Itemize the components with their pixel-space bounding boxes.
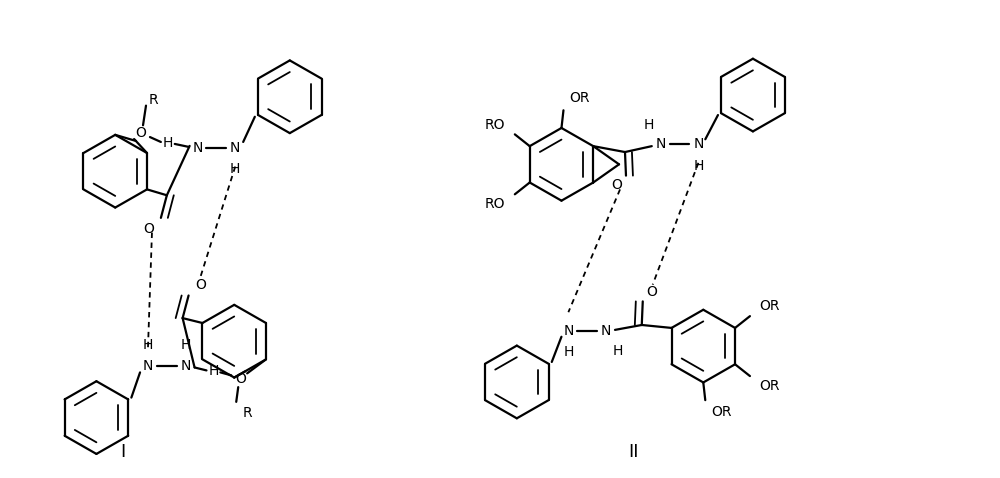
- Text: O: O: [235, 372, 246, 386]
- Text: R: R: [149, 93, 159, 107]
- Text: H: H: [613, 344, 623, 358]
- Text: RO: RO: [485, 118, 505, 131]
- Text: O: O: [144, 222, 154, 236]
- Text: O: O: [612, 178, 622, 193]
- Text: O: O: [646, 284, 657, 299]
- Text: H: H: [180, 338, 191, 352]
- Text: O: O: [195, 278, 206, 292]
- Text: RO: RO: [485, 197, 505, 211]
- Text: H: H: [644, 118, 654, 131]
- Text: OR: OR: [760, 379, 780, 393]
- Text: N: N: [601, 324, 611, 338]
- Text: H: H: [143, 338, 153, 352]
- Text: H: H: [208, 364, 219, 379]
- Text: H: H: [693, 159, 704, 173]
- Text: N: N: [656, 137, 666, 151]
- Text: R: R: [242, 406, 252, 420]
- Text: H: H: [230, 163, 240, 176]
- Text: O: O: [136, 126, 146, 140]
- Text: OR: OR: [760, 299, 780, 313]
- Text: H: H: [163, 136, 173, 150]
- Text: I: I: [121, 443, 126, 461]
- Text: H: H: [563, 346, 574, 359]
- Text: N: N: [143, 359, 153, 373]
- Text: N: N: [563, 324, 574, 338]
- Text: N: N: [230, 141, 240, 155]
- Text: OR: OR: [569, 91, 590, 106]
- Text: OR: OR: [711, 405, 731, 419]
- Text: N: N: [180, 359, 191, 373]
- Text: N: N: [693, 137, 704, 151]
- Text: N: N: [192, 141, 203, 155]
- Text: II: II: [629, 443, 639, 461]
